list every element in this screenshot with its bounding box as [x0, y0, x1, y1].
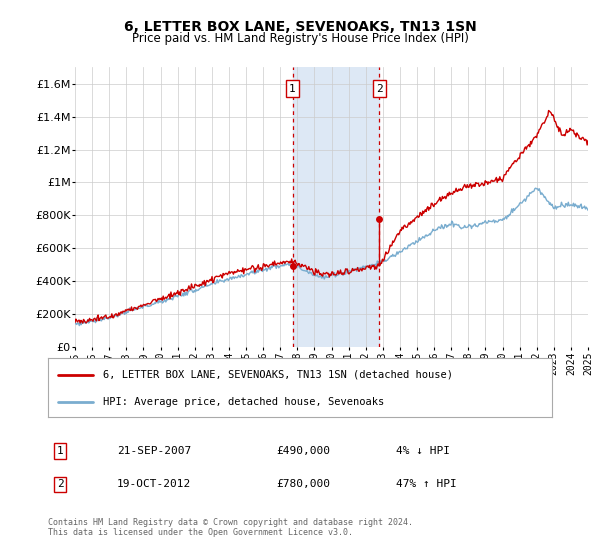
Text: 1: 1: [289, 83, 296, 94]
Text: 19-OCT-2012: 19-OCT-2012: [117, 479, 191, 489]
Text: 21-SEP-2007: 21-SEP-2007: [117, 446, 191, 456]
Text: 6, LETTER BOX LANE, SEVENOAKS, TN13 1SN (detached house): 6, LETTER BOX LANE, SEVENOAKS, TN13 1SN …: [103, 370, 454, 380]
Text: 2: 2: [376, 83, 383, 94]
Text: HPI: Average price, detached house, Sevenoaks: HPI: Average price, detached house, Seve…: [103, 397, 385, 407]
Text: £490,000: £490,000: [276, 446, 330, 456]
Text: 2: 2: [56, 479, 64, 489]
Text: 47% ↑ HPI: 47% ↑ HPI: [396, 479, 457, 489]
Bar: [293, 67, 379, 347]
Text: 6, LETTER BOX LANE, SEVENOAKS, TN13 1SN: 6, LETTER BOX LANE, SEVENOAKS, TN13 1SN: [124, 20, 476, 34]
Text: Price paid vs. HM Land Registry's House Price Index (HPI): Price paid vs. HM Land Registry's House …: [131, 32, 469, 45]
Text: £780,000: £780,000: [276, 479, 330, 489]
Text: Contains HM Land Registry data © Crown copyright and database right 2024.
This d: Contains HM Land Registry data © Crown c…: [48, 518, 413, 538]
Text: 1: 1: [56, 446, 64, 456]
Text: 4% ↓ HPI: 4% ↓ HPI: [396, 446, 450, 456]
